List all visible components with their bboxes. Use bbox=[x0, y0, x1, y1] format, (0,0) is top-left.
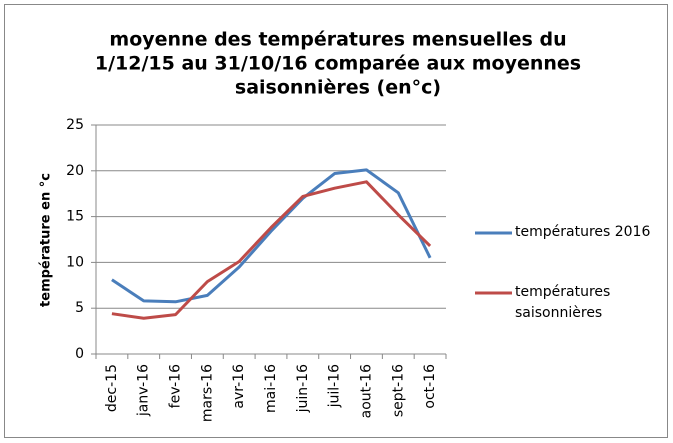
x-tick-label: mars-16 bbox=[199, 364, 215, 422]
series-line bbox=[111, 168, 432, 304]
y-tick-label: 25 bbox=[66, 117, 84, 133]
chart-title: moyenne des températures mensuelles du bbox=[109, 29, 566, 51]
x-tick-label: sept-16 bbox=[390, 364, 406, 417]
x-tick-label: janv-16 bbox=[136, 364, 152, 417]
x-tick-label: fev-16 bbox=[168, 364, 184, 408]
x-tick-label: mai-16 bbox=[263, 364, 279, 413]
y-tick-label: 10 bbox=[66, 254, 84, 270]
x-tick-label: juil-16 bbox=[327, 364, 343, 409]
y-tick-label: 20 bbox=[66, 163, 84, 179]
y-axis-label: température en °c bbox=[39, 173, 54, 307]
y-tick-label: 15 bbox=[66, 209, 84, 225]
legend-label: températures saisonnières bbox=[515, 284, 611, 321]
x-tick-label: aout-16 bbox=[358, 364, 374, 418]
x-tick-label: juin-16 bbox=[295, 364, 311, 413]
legend-label: températures 2016 bbox=[515, 224, 651, 240]
chart-border bbox=[4, 4, 668, 438]
x-tick-label: dec-15 bbox=[104, 364, 120, 412]
series-line bbox=[111, 180, 432, 320]
chart-title: 1/12/15 au 31/10/16 comparée aux moyenne… bbox=[95, 53, 581, 75]
y-tick-label: 0 bbox=[75, 346, 84, 362]
chart-title: saisonnières (en°c) bbox=[235, 77, 441, 99]
x-tick-label: avr-16 bbox=[231, 364, 247, 409]
x-tick-label: oct-16 bbox=[422, 364, 438, 409]
y-tick-label: 5 bbox=[75, 300, 84, 316]
